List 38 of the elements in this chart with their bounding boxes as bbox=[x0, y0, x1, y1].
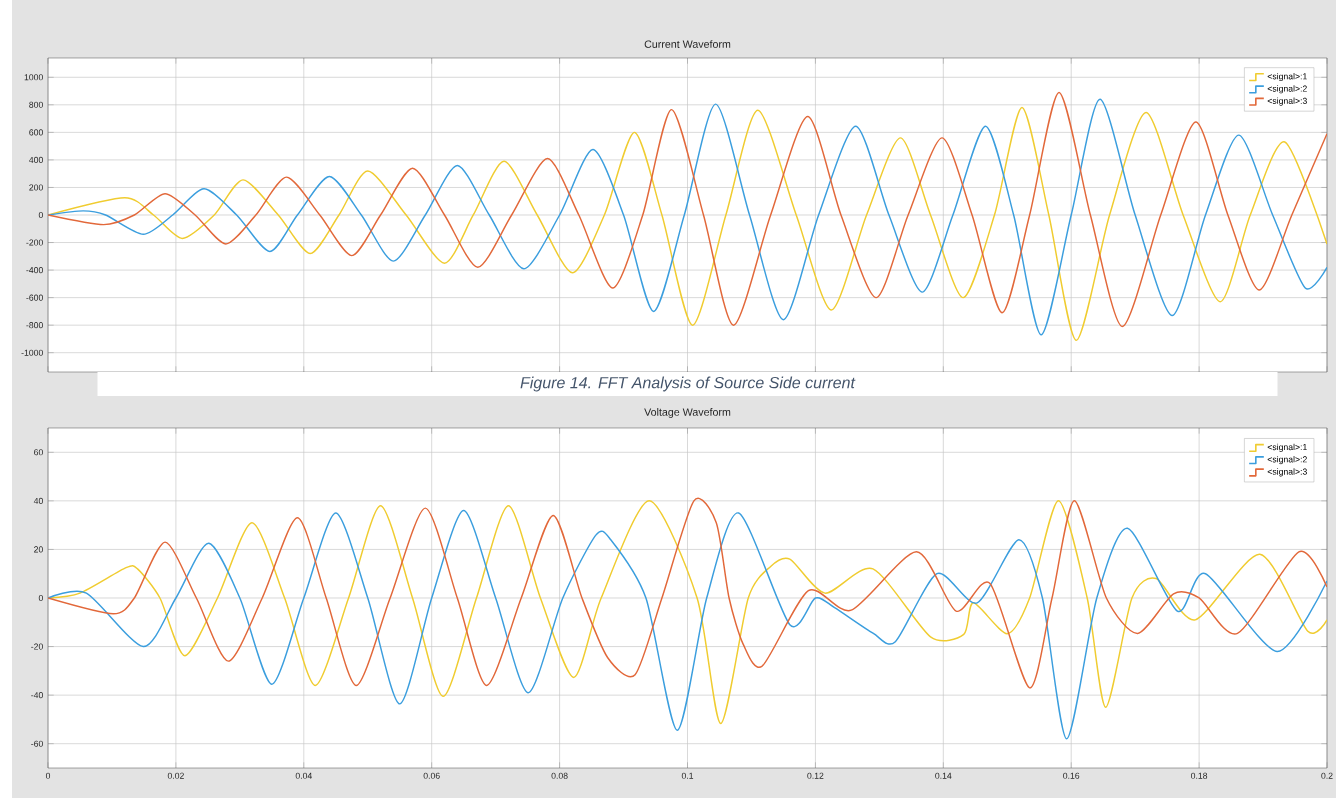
y-tick-label: 200 bbox=[29, 184, 43, 191]
y-tick-label: 60 bbox=[34, 449, 43, 456]
legend-label: <signal>:2 bbox=[1267, 85, 1307, 94]
x-tick-label: 0 bbox=[45, 772, 51, 779]
legend-label: <signal>:1 bbox=[1267, 73, 1307, 82]
chart-title: Current Waveform bbox=[644, 40, 731, 48]
x-tick-label: 0.1 bbox=[681, 772, 694, 779]
y-tick-label: 20 bbox=[34, 546, 43, 553]
x-tick-label: 0.16 bbox=[1063, 772, 1080, 779]
legend-label: <signal>:2 bbox=[1267, 456, 1307, 465]
y-tick-label: -20 bbox=[31, 643, 43, 650]
x-tick-label: 0.08 bbox=[551, 772, 568, 779]
y-tick-label: -800 bbox=[26, 322, 43, 329]
y-tick-label: 400 bbox=[29, 156, 43, 163]
x-tick-label: 0.02 bbox=[167, 772, 184, 779]
x-tick-label: 0.14 bbox=[935, 772, 952, 779]
y-tick-label: -40 bbox=[31, 692, 43, 699]
y-tick-label: -1000 bbox=[21, 349, 43, 356]
y-tick-label: 600 bbox=[29, 129, 43, 136]
x-tick-label: 0.04 bbox=[295, 772, 312, 779]
y-tick-label: -60 bbox=[31, 740, 43, 747]
y-tick-label: -200 bbox=[26, 239, 43, 246]
legend-label: <signal>:3 bbox=[1267, 97, 1307, 106]
y-tick-label: 0 bbox=[38, 211, 43, 219]
y-tick-label: 0 bbox=[38, 594, 43, 602]
y-tick-label: 40 bbox=[33, 497, 43, 504]
chart-title: Voltage Waveform bbox=[644, 408, 731, 418]
x-tick-label: 0.2 bbox=[1321, 772, 1333, 779]
legend-label: <signal>:1 bbox=[1267, 443, 1307, 452]
legend-label: <signal>:3 bbox=[1267, 468, 1307, 477]
y-tick-label: 800 bbox=[29, 101, 43, 108]
x-tick-label: 0.12 bbox=[807, 772, 824, 779]
y-tick-label: -600 bbox=[26, 294, 43, 301]
caption: Figure 14. FFT Analysis of Source Side current bbox=[520, 376, 856, 392]
y-tick-label: 1000 bbox=[24, 74, 43, 81]
x-tick-label: 0.18 bbox=[1191, 772, 1208, 779]
x-tick-label: 0.06 bbox=[423, 772, 440, 779]
y-tick-label: -400 bbox=[26, 267, 43, 274]
